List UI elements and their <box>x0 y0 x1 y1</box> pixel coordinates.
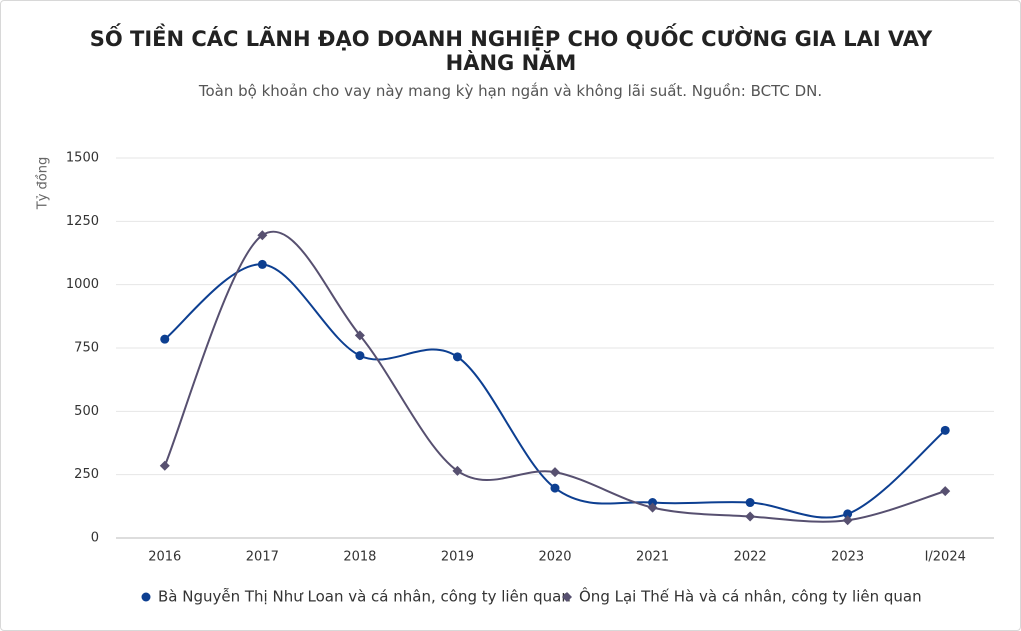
point <box>745 498 755 508</box>
legend-marker <box>141 592 151 602</box>
x-tick-label: 2016 <box>148 550 181 565</box>
x-tick-label: 2020 <box>538 550 571 565</box>
x-tick-label: I/2024 <box>925 550 966 565</box>
chart-subtitle: Toàn bộ khoản cho vay này mang kỳ hạn ng… <box>198 82 823 100</box>
x-tick-label: 2018 <box>343 550 376 565</box>
x-tick-label: 2017 <box>246 550 279 565</box>
point <box>257 230 268 241</box>
point <box>842 515 853 526</box>
point <box>452 352 462 362</box>
legend-marker <box>562 592 572 602</box>
y-tick-label: 750 <box>74 341 99 356</box>
y-tick-label: 1250 <box>66 214 99 229</box>
point <box>647 502 658 513</box>
point <box>648 498 658 508</box>
x-tick-label: 2023 <box>831 550 864 565</box>
x-tick-label: 2022 <box>734 550 767 565</box>
y-axis-label: Tỷ đồng <box>36 157 51 210</box>
point <box>940 486 951 497</box>
y-tick-label: 250 <box>74 467 99 482</box>
x-tick-label: 2019 <box>441 550 474 565</box>
point <box>354 330 365 341</box>
point <box>159 460 170 471</box>
point <box>160 334 170 344</box>
point <box>257 259 267 269</box>
legend-label: Ông Lại Thế Hà và cá nhân, công ty liên … <box>579 587 922 606</box>
y-tick-label: 1500 <box>66 151 99 166</box>
point <box>550 483 560 493</box>
series-line <box>163 230 946 523</box>
series-line <box>164 263 946 519</box>
point <box>355 351 365 361</box>
y-tick-label: 0 <box>91 531 99 546</box>
y-tick-label: 500 <box>74 404 99 419</box>
point <box>843 509 853 519</box>
point <box>452 465 463 476</box>
point <box>550 467 560 478</box>
point <box>940 425 950 435</box>
chart-title: SỐ TIỀN CÁC LÃNH ĐẠO DOANH NGHIỆP CHO QU… <box>89 27 933 75</box>
legend-label: Bà Nguyễn Thị Như Loan và cá nhân, công … <box>158 588 571 606</box>
x-tick-label: 2021 <box>636 550 669 565</box>
y-tick-label: 1000 <box>66 277 99 292</box>
point <box>745 511 756 522</box>
